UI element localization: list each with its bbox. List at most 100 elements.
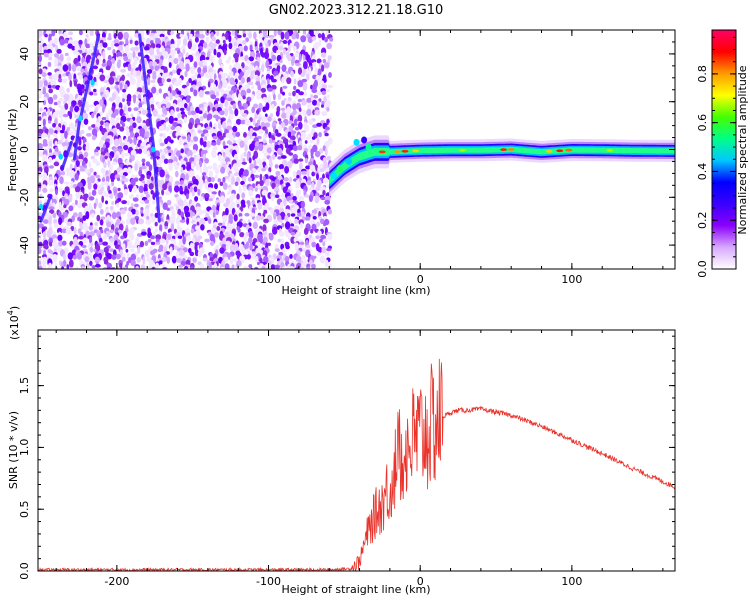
noise-dot xyxy=(127,107,132,112)
noise-dot xyxy=(91,112,95,119)
noise-dot xyxy=(47,96,54,105)
noise-dot xyxy=(95,58,100,66)
noise-dot xyxy=(83,151,89,158)
noise-dot xyxy=(130,248,135,253)
noise-dot xyxy=(140,213,144,217)
noise-dot xyxy=(311,263,316,269)
noise-dot xyxy=(121,180,125,185)
noise-dot xyxy=(229,244,236,252)
noise-dot xyxy=(182,255,188,259)
noise-dot xyxy=(38,247,42,255)
noise-dot xyxy=(41,254,48,259)
noise-dot xyxy=(191,190,195,197)
noise-dot xyxy=(159,133,164,137)
noise-dot xyxy=(229,129,233,134)
noise-dot xyxy=(251,106,256,114)
noise-dot xyxy=(101,62,107,67)
noise-dot xyxy=(176,32,182,40)
noise-dot xyxy=(181,136,187,140)
noise-dot xyxy=(209,262,212,269)
noise-dot xyxy=(236,203,240,208)
noise-dot xyxy=(271,78,277,83)
noise-dot xyxy=(240,89,247,98)
noise-dot xyxy=(190,266,195,269)
noise-dot xyxy=(68,31,73,36)
noise-dot xyxy=(59,69,64,73)
noise-dot xyxy=(213,128,218,135)
noise-dot xyxy=(303,227,309,235)
noise-dot xyxy=(311,241,317,248)
noise-dot xyxy=(88,225,94,231)
noise-dot xyxy=(135,209,139,216)
noise-dot xyxy=(190,228,195,234)
noise-dot xyxy=(146,69,153,74)
noise-dot xyxy=(248,205,253,212)
noise-dot xyxy=(113,39,120,45)
noise-dot xyxy=(282,48,286,55)
noise-dot xyxy=(69,163,73,170)
noise-dot xyxy=(178,136,183,146)
noise-dot xyxy=(62,64,69,72)
noise-dot xyxy=(263,218,269,224)
noise-dot xyxy=(146,174,151,180)
noise-dot xyxy=(48,56,53,61)
ridge-peak xyxy=(565,148,573,152)
noise-dot xyxy=(318,132,322,138)
noise-dot xyxy=(212,211,216,219)
noise-dot xyxy=(302,109,307,117)
noise-dot xyxy=(280,168,284,174)
colorbar-tick-label: 0.2 xyxy=(696,211,709,229)
noise-dot xyxy=(39,44,43,53)
noise-dot xyxy=(268,138,273,144)
noise-dot xyxy=(275,132,282,137)
noise-dot xyxy=(248,157,252,164)
noise-dot xyxy=(207,165,213,170)
noise-dot xyxy=(48,156,53,164)
noise-dot xyxy=(38,94,42,99)
noise-dot xyxy=(127,166,132,174)
noise-dot xyxy=(67,252,74,260)
noise-dot xyxy=(175,217,181,225)
noise-dot xyxy=(236,34,242,39)
noise-dot xyxy=(314,195,320,204)
noise-dot xyxy=(58,103,62,109)
noise-dot xyxy=(245,70,250,77)
noise-dot xyxy=(130,245,137,249)
noise-dot xyxy=(175,125,182,132)
noise-dot xyxy=(123,31,129,41)
noise-dot xyxy=(298,91,304,96)
noise-dot xyxy=(196,81,202,88)
noise-dot xyxy=(102,42,108,48)
noise-dot xyxy=(204,146,209,151)
noise-dot xyxy=(179,249,185,257)
noise-dot xyxy=(62,31,68,40)
noise-dot xyxy=(103,155,109,160)
ridge-blob xyxy=(365,143,372,151)
noise-dot xyxy=(226,97,233,102)
noise-dot xyxy=(246,88,251,94)
x-tick-label: 0 xyxy=(417,575,424,588)
noise-dot xyxy=(281,64,287,73)
noise-dot xyxy=(164,190,171,196)
noise-dot xyxy=(53,258,57,263)
noise-dot xyxy=(162,202,168,210)
noise-dot xyxy=(157,248,164,253)
noise-dot xyxy=(145,193,151,199)
noise-dot xyxy=(228,218,234,225)
noise-dot xyxy=(150,235,155,240)
noise-dot xyxy=(272,226,278,235)
noise-dot xyxy=(250,267,254,269)
noise-dot xyxy=(190,110,197,116)
noise-dot xyxy=(288,266,295,269)
noise-dot xyxy=(312,216,317,220)
noise-dot xyxy=(179,66,186,70)
noise-dot xyxy=(194,123,198,128)
noise-dot xyxy=(74,172,79,181)
noise-dot xyxy=(42,100,47,106)
noise-dot xyxy=(288,120,293,125)
noise-dot xyxy=(184,70,188,78)
noise-dot xyxy=(138,169,143,177)
noise-dot xyxy=(155,43,161,49)
noise-dot xyxy=(111,212,117,220)
noise-dot xyxy=(293,158,299,164)
